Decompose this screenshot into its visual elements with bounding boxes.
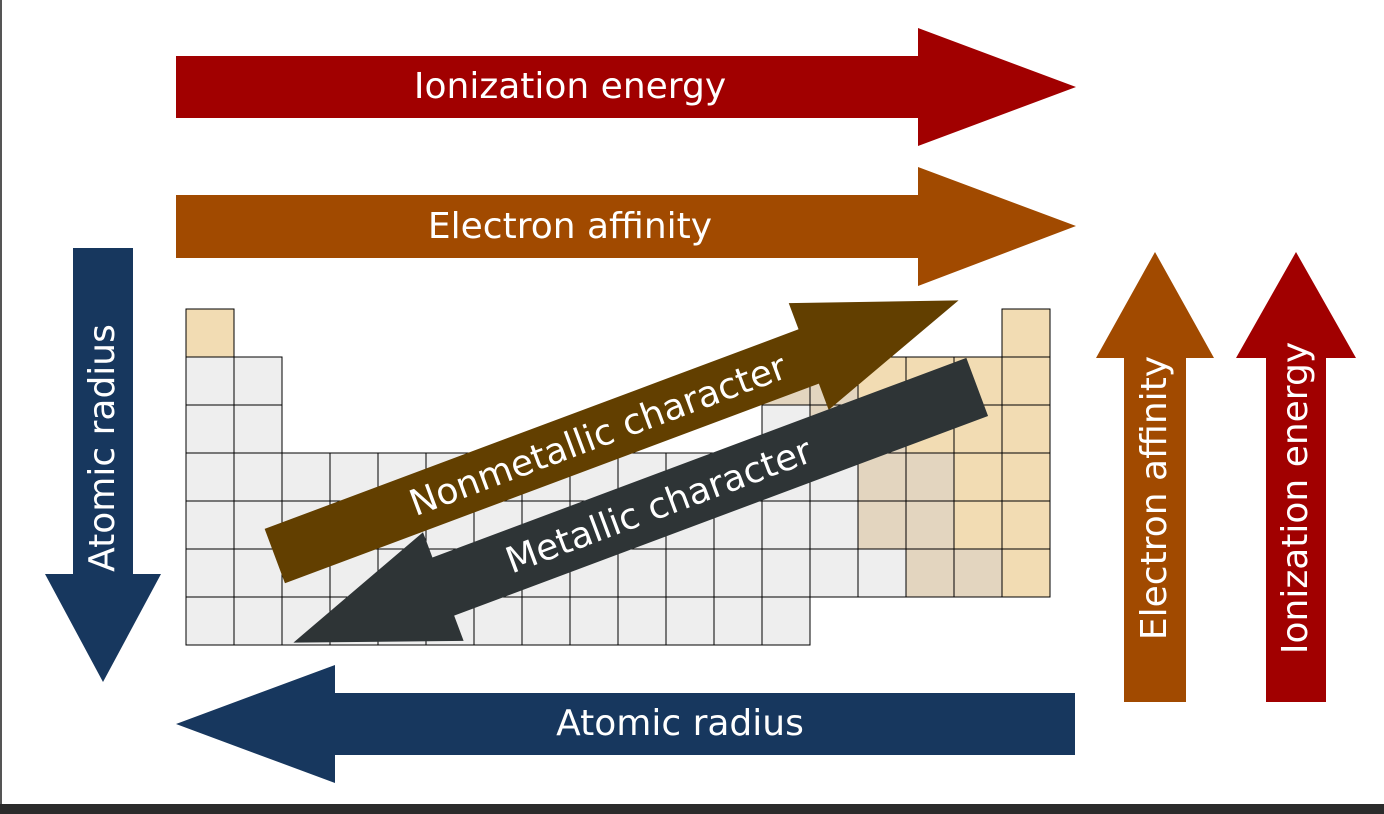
atomic-radius-vertical-label: Atomic radius (82, 324, 123, 572)
table-cell (953, 452, 1003, 502)
ionization-energy-arrow-shape (176, 28, 1076, 146)
electron-affinity-vertical-shape (1096, 252, 1214, 702)
table-cell (857, 500, 907, 550)
table-cell (809, 500, 859, 550)
atomic-radius-arrow-shape (176, 665, 1075, 783)
table-cell (1001, 308, 1051, 358)
ionization-energy-vertical-label: Ionization energy (1275, 342, 1316, 654)
table-cell (569, 596, 619, 646)
table-cell (233, 596, 283, 646)
table-cell (761, 500, 811, 550)
table-cell (1001, 452, 1051, 502)
table-cell (953, 548, 1003, 598)
table-cell (233, 404, 283, 454)
ionization-energy-arrow-vertical: Ionization energy (1236, 252, 1356, 702)
table-cell (185, 452, 235, 502)
table-cell (761, 548, 811, 598)
electron-affinity-label: Electron affinity (428, 206, 712, 247)
ionization-energy-label: Ionization energy (414, 66, 726, 107)
electron-affinity-arrow-vertical: Electron affinity (1096, 252, 1214, 702)
atomic-radius-arrow-horizontal: Atomic radius (176, 665, 1075, 783)
table-cell (185, 356, 235, 406)
table-cell (713, 596, 763, 646)
table-cell (665, 596, 715, 646)
table-cell (809, 548, 859, 598)
table-cell (233, 548, 283, 598)
table-cell (1001, 500, 1051, 550)
table-cell (617, 548, 667, 598)
table-cell (185, 404, 235, 454)
table-cell (905, 548, 955, 598)
table-cell (617, 596, 667, 646)
table-cell (185, 548, 235, 598)
table-cell (233, 356, 283, 406)
ionization-energy-arrow-horizontal: Ionization energy (176, 28, 1076, 146)
table-cell (1001, 404, 1051, 454)
table-cell (1001, 356, 1051, 406)
atomic-radius-arrow-vertical: Atomic radius (45, 248, 161, 682)
table-cell (521, 596, 571, 646)
table-cell (713, 548, 763, 598)
table-cell (185, 500, 235, 550)
ionization-energy-vertical-shape (1236, 252, 1356, 702)
table-cell (953, 500, 1003, 550)
table-cell (905, 500, 955, 550)
table-cell (665, 548, 715, 598)
table-cell (185, 596, 235, 646)
atomic-radius-vertical-shape (45, 248, 161, 682)
bottom-frame-bar (0, 804, 1384, 814)
nonmetallic-arrow-shape (264, 300, 959, 584)
metallic-arrow-shape (293, 357, 989, 643)
table-cell (233, 452, 283, 502)
table-cell (281, 452, 331, 502)
table-cell (857, 548, 907, 598)
electron-affinity-vertical-label: Electron affinity (1134, 356, 1175, 640)
table-cell (761, 596, 811, 646)
table-cell (185, 308, 235, 358)
electron-affinity-arrow-shape (176, 167, 1076, 286)
table-cell (1001, 548, 1051, 598)
table-cell (905, 452, 955, 502)
electron-affinity-arrow-horizontal: Electron affinity (176, 167, 1076, 286)
atomic-radius-label: Atomic radius (556, 703, 804, 744)
